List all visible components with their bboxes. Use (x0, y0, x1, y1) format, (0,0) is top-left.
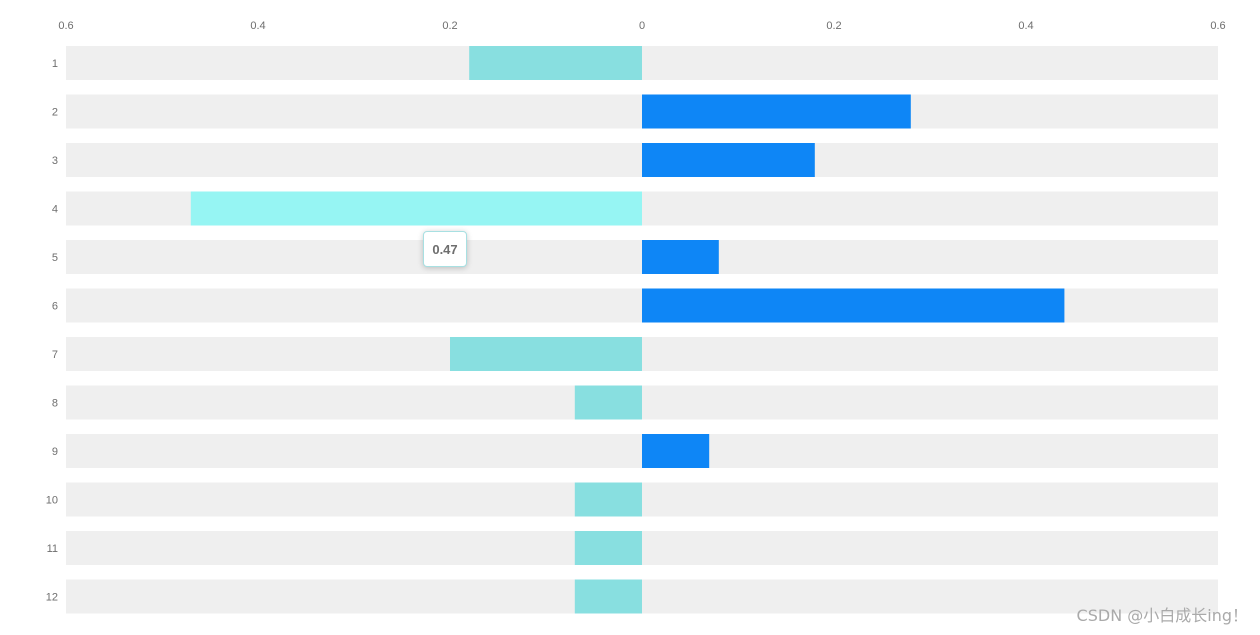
bar-11[interactable] (574, 531, 642, 565)
value-tooltip: 0.47 (423, 231, 467, 267)
y-tick-label: 1 (52, 58, 58, 70)
x-tick-label: 0.6 (58, 20, 73, 32)
y-tick-label: 10 (46, 495, 58, 507)
bar-3[interactable] (642, 143, 815, 177)
y-tick-label: 4 (52, 204, 58, 216)
bar-2[interactable] (642, 94, 911, 129)
y-tick-label: 11 (47, 543, 58, 555)
y-tick-label: 2 (52, 107, 58, 119)
bar-1[interactable] (469, 46, 642, 80)
bar-9[interactable] (642, 434, 710, 468)
bar-12[interactable] (574, 579, 642, 614)
bar-7[interactable] (450, 337, 642, 371)
y-tick-label: 12 (46, 592, 58, 604)
x-tick-label: 0 (639, 20, 645, 32)
x-tick-label: 0.2 (442, 20, 457, 32)
y-tick-label: 8 (52, 398, 58, 410)
x-tick-label: 0.4 (1018, 20, 1033, 32)
y-tick-label: 3 (52, 155, 58, 167)
y-tick-label: 5 (52, 252, 58, 264)
value-bars (190, 46, 1065, 614)
bar-10[interactable] (574, 482, 642, 517)
y-tick-label: 9 (52, 446, 58, 458)
y-tick-label: 6 (52, 301, 58, 313)
x-tick-label: 0.6 (1210, 20, 1225, 32)
bar-6[interactable] (642, 288, 1065, 323)
bar-4[interactable] (190, 191, 643, 226)
x-tick-label: 0.4 (250, 20, 265, 32)
background-bars (66, 46, 1218, 614)
y-tick-label: 7 (52, 349, 58, 361)
bar-8[interactable] (574, 385, 642, 420)
bar-5[interactable] (642, 240, 719, 274)
watermark: CSDN @小白成长ing！ (1076, 606, 1248, 625)
x-tick-label: 0.2 (826, 20, 841, 32)
x-axis-ticks: 0.6 0.4 0.2 0 0.2 0.4 0.6 (58, 20, 1225, 32)
